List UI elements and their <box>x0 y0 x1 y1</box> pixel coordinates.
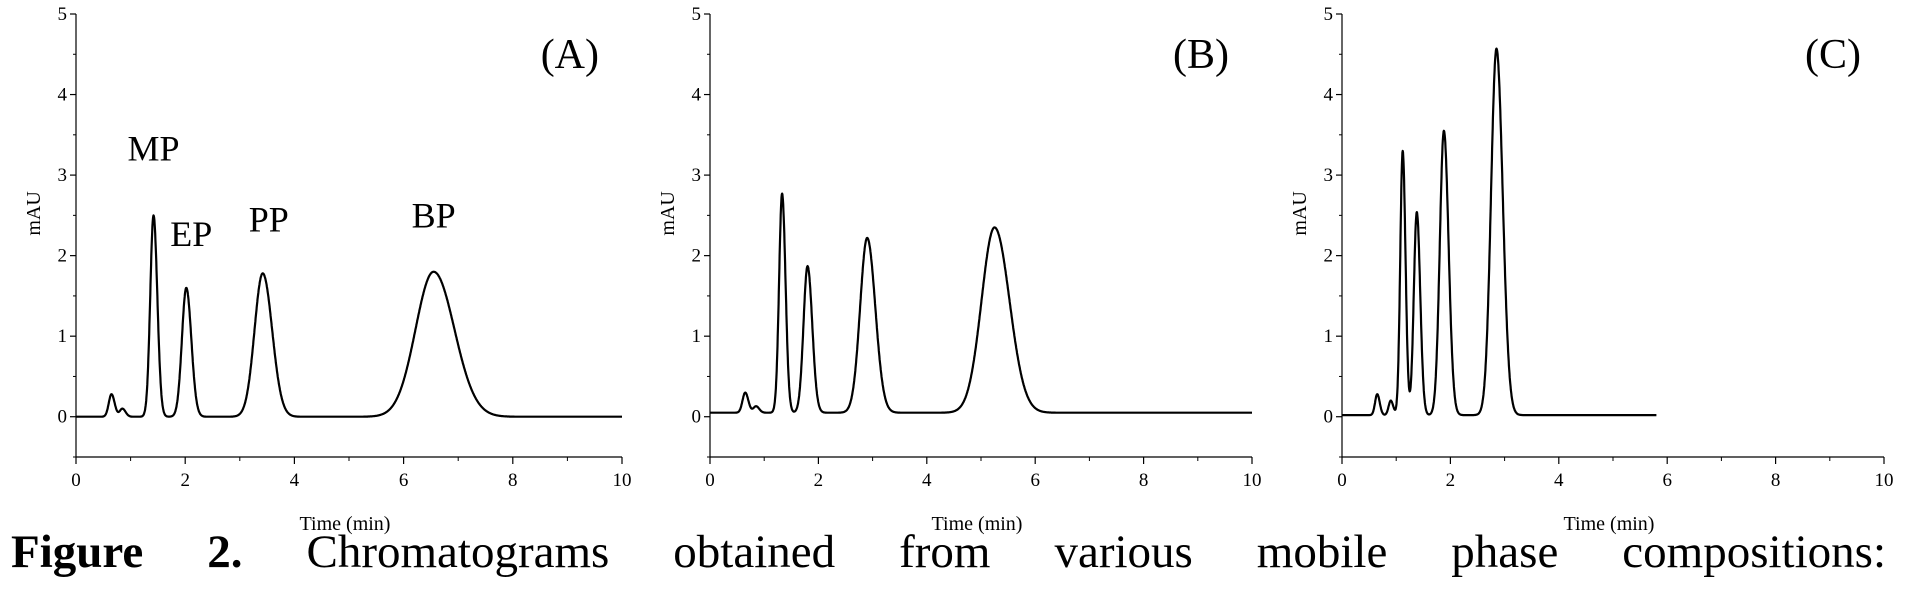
x-axis-title: Time (min) <box>1564 513 1655 535</box>
y-tick-label: 0 <box>1324 407 1334 428</box>
chromatogram-trace <box>1341 47 1658 417</box>
figure-caption: Figure 2. Chromatograms obtained from va… <box>11 522 1886 582</box>
x-axis-title: Time (min) <box>932 513 1023 535</box>
peak-label-ep: EP <box>170 214 212 254</box>
x-tick-label: 2 <box>180 470 190 491</box>
chromatogram-trace <box>75 214 623 418</box>
y-tick-label: 1 <box>692 326 702 347</box>
chart-panel-3: 0 1 2 3 4 5 0 2 4 6 8 10 Time (min) mAU (C) <box>1289 4 1894 535</box>
panel-label: (A) <box>541 32 599 78</box>
x-tick-label: 2 <box>814 470 824 491</box>
x-tick-label: 10 <box>1243 470 1262 491</box>
x-tick-label: 8 <box>1771 470 1781 491</box>
x-tick-label: 4 <box>1554 470 1564 491</box>
x-tick-label: 0 <box>71 470 81 491</box>
chart-panel-2: 0 1 2 3 4 5 0 2 4 6 8 10 Time (min) mAU (B) <box>657 4 1262 535</box>
x-tick-label: 6 <box>1030 470 1040 491</box>
x-tick-label: 0 <box>1337 470 1347 491</box>
y-tick-label: 3 <box>692 165 702 186</box>
x-tick-label: 6 <box>399 470 409 491</box>
y-axis-title: mAU <box>657 191 679 236</box>
panel-label: (B) <box>1173 32 1229 78</box>
x-axis-title: Time (min) <box>300 513 391 535</box>
y-tick-label: 2 <box>1324 246 1334 267</box>
y-tick-label: 1 <box>1324 326 1334 347</box>
x-tick-label: 10 <box>613 470 632 491</box>
peak-label-mp: MP <box>128 128 180 168</box>
y-axis-title: mAU <box>23 191 45 236</box>
caption-label: Figure 2. <box>11 526 243 578</box>
y-tick-label: 3 <box>58 165 68 186</box>
y-tick-label: 1 <box>58 326 68 347</box>
x-tick-label: 2 <box>1446 470 1456 491</box>
y-tick-label: 3 <box>1324 165 1334 186</box>
y-tick-label: 5 <box>1324 4 1334 25</box>
y-tick-label: 5 <box>692 4 702 25</box>
y-tick-label: 4 <box>58 85 68 106</box>
x-tick-label: 10 <box>1875 470 1894 491</box>
y-tick-label: 5 <box>58 4 68 25</box>
panel-label: (C) <box>1805 32 1861 78</box>
y-tick-label: 2 <box>692 246 702 267</box>
chromatogram-trace <box>709 192 1253 414</box>
y-axis-title: mAU <box>1289 191 1311 236</box>
y-tick-label: 2 <box>58 246 68 267</box>
peak-label-bp: BP <box>412 196 456 236</box>
x-tick-label: 6 <box>1662 470 1672 491</box>
caption-text: Chromatograms obtained from various mobi… <box>306 526 1887 578</box>
y-tick-label: 4 <box>1324 85 1334 106</box>
x-tick-label: 0 <box>705 470 715 491</box>
y-tick-label: 0 <box>692 407 702 428</box>
chart-panel-1: 0 1 2 3 4 5 0 2 4 6 8 10 Time (min) mAU (A) MP EP PP BP <box>23 4 632 535</box>
y-tick-label: 4 <box>692 85 702 106</box>
y-tick-label: 0 <box>58 407 68 428</box>
x-tick-label: 8 <box>508 470 518 491</box>
peak-label-pp: PP <box>249 199 289 239</box>
x-tick-label: 8 <box>1139 470 1149 491</box>
x-tick-label: 4 <box>290 470 300 491</box>
x-tick-label: 4 <box>922 470 932 491</box>
